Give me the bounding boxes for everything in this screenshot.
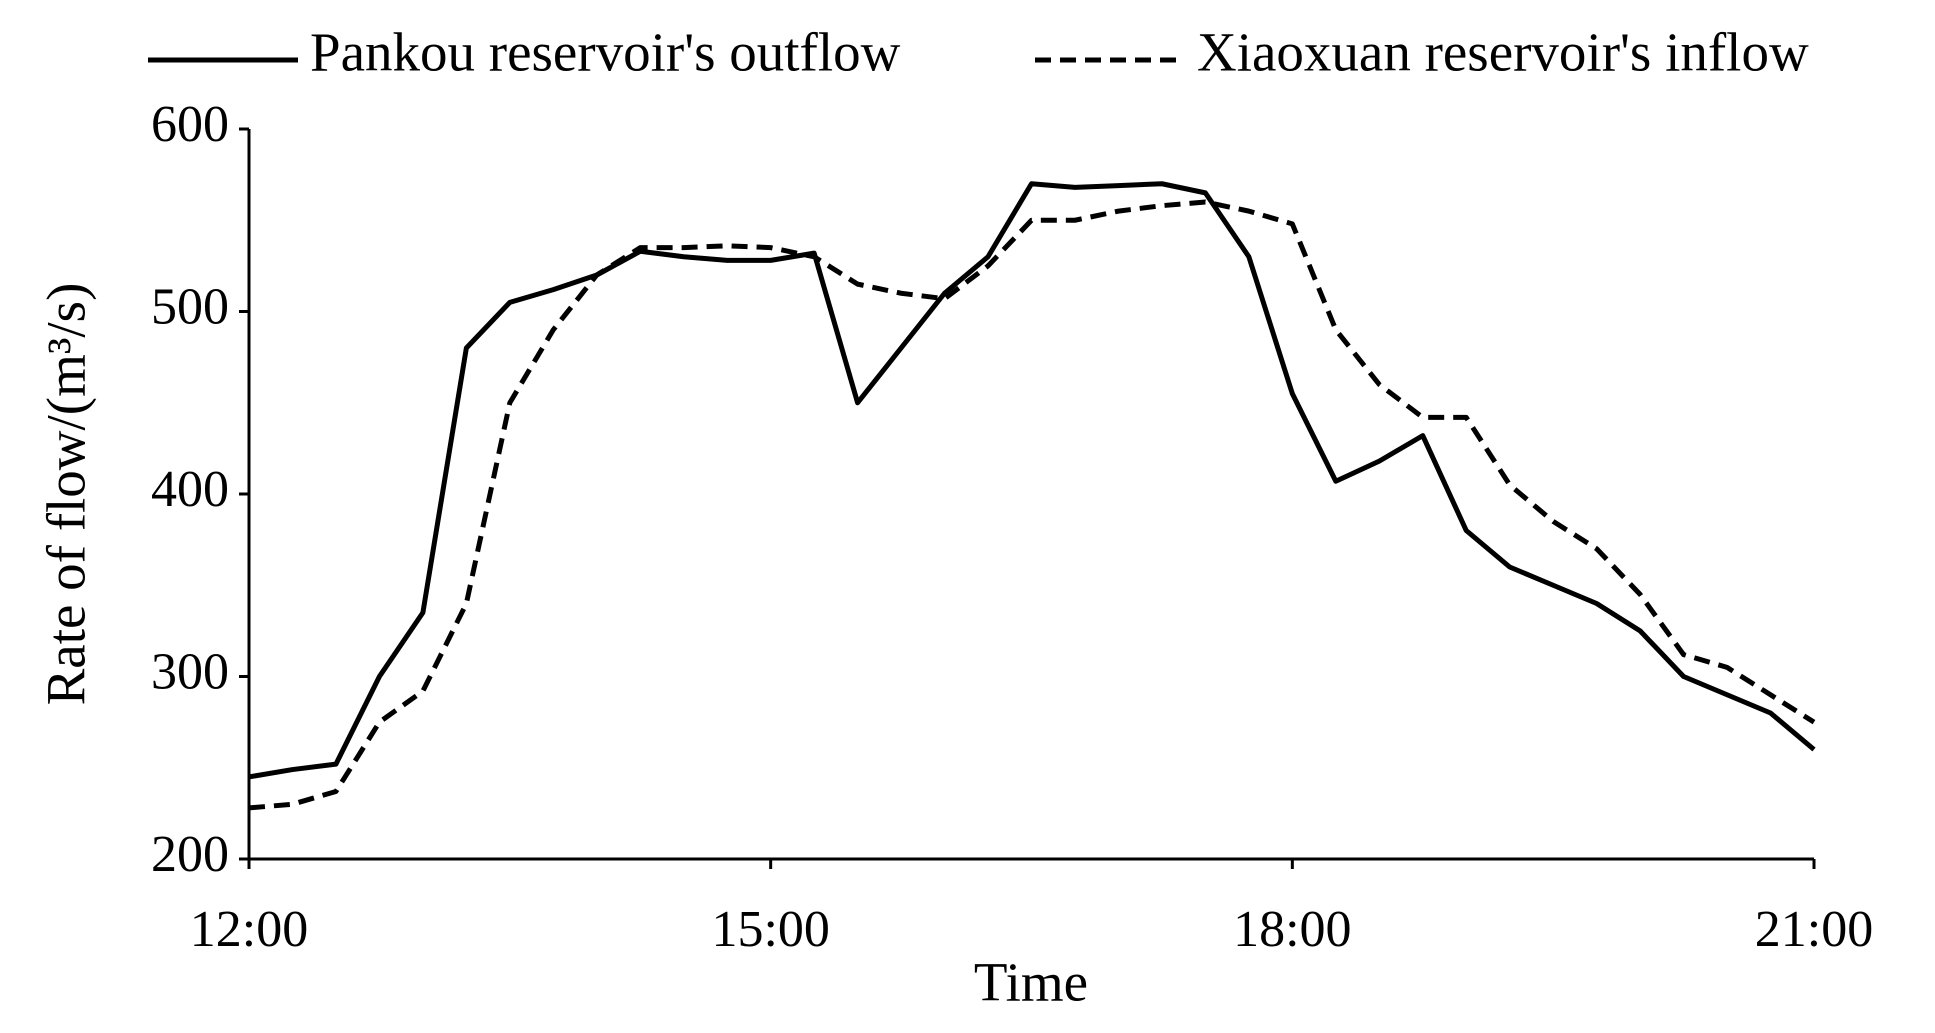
- x-tick-label: 21:00: [1755, 901, 1873, 958]
- series-line: [248, 181, 1816, 780]
- x-tick-label: 15:00: [711, 901, 829, 958]
- y-tick-label: 500: [151, 278, 229, 335]
- series-line: [248, 199, 1816, 811]
- y-tick-label: 200: [151, 826, 229, 883]
- x-axis-title: Time: [974, 952, 1088, 1013]
- legend-label: Xiaoxuan reservoir's inflow: [1197, 22, 1809, 83]
- y-axis-title: Rate of flow/(m³/s): [36, 283, 97, 706]
- x-tick-label: 12:00: [190, 901, 308, 958]
- legend-label: Pankou reservoir's outflow: [310, 22, 901, 83]
- y-tick-label: 300: [151, 643, 229, 700]
- x-tick-label: 18:00: [1233, 901, 1351, 958]
- y-tick-label: 600: [151, 96, 229, 153]
- y-tick-label: 400: [151, 461, 229, 518]
